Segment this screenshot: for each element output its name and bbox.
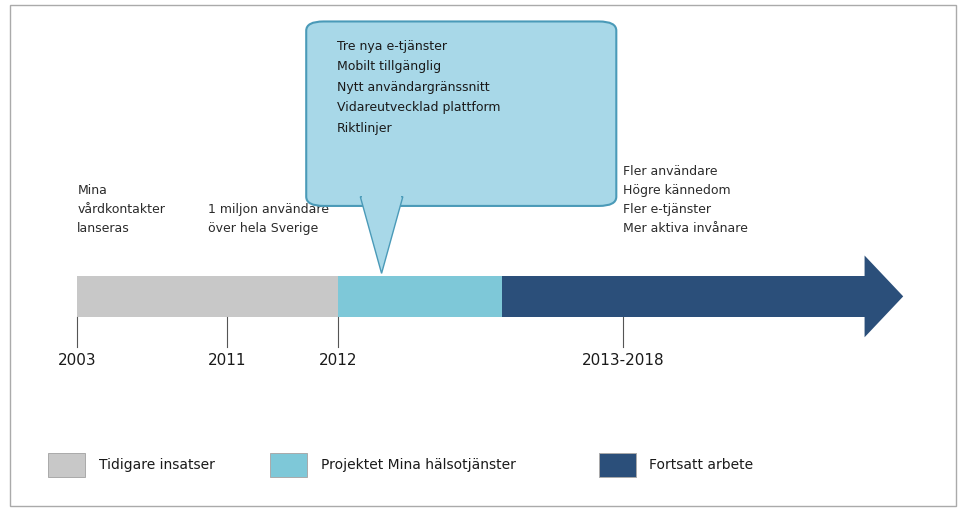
Bar (502, 276, 865, 317)
Text: Mina
vårdkontakter
lanseras: Mina vårdkontakter lanseras (77, 184, 165, 235)
Text: Projektet Mina hälsotjänster: Projektet Mina hälsotjänster (321, 458, 516, 472)
Bar (599, 453, 636, 477)
FancyBboxPatch shape (306, 21, 616, 206)
Bar (270, 453, 307, 477)
Text: Fortsatt arbete: Fortsatt arbete (649, 458, 753, 472)
Text: 2003: 2003 (58, 353, 97, 367)
Text: 2013-2018: 2013-2018 (582, 353, 665, 367)
Bar (338, 276, 502, 317)
Text: 2012: 2012 (319, 353, 357, 367)
Polygon shape (865, 256, 903, 337)
Text: 1 miljon användare
över hela Sverige: 1 miljon användare över hela Sverige (208, 203, 328, 235)
Text: Tre nya e-tjänster
Mobilt tillgänglig
Nytt användargränssnitt
Vidareutvecklad pl: Tre nya e-tjänster Mobilt tillgänglig Ny… (337, 40, 500, 135)
Text: Fler användare
Högre kännedom
Fler e-tjänster
Mer aktiva invånare: Fler användare Högre kännedom Fler e-tjä… (623, 165, 748, 235)
Text: Tidigare insatser: Tidigare insatser (99, 458, 214, 472)
Bar (77, 276, 338, 317)
Polygon shape (360, 197, 403, 273)
Bar (48, 453, 85, 477)
Bar (362, 192, 401, 198)
Text: 2011: 2011 (208, 353, 246, 367)
